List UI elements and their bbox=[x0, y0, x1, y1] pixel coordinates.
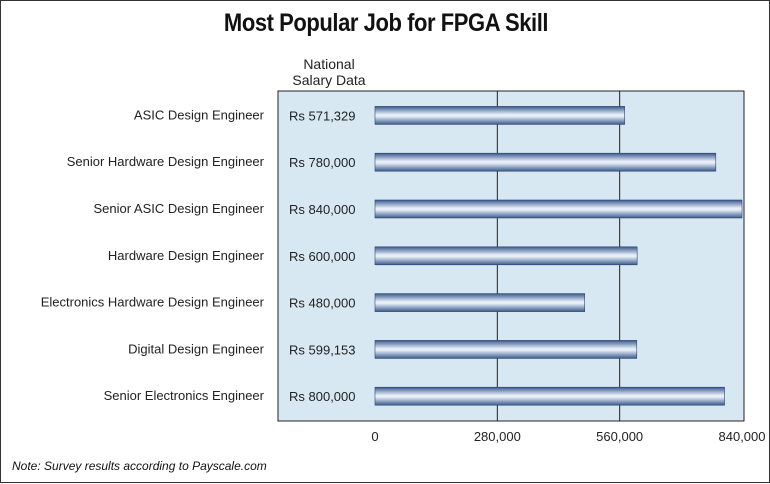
value-label: Rs 780,000 bbox=[289, 155, 356, 170]
bar bbox=[374, 152, 717, 172]
value-label: Rs 599,153 bbox=[289, 342, 356, 357]
value-label: Rs 480,000 bbox=[289, 296, 356, 311]
footnote: Note: Survey results according to Paysca… bbox=[12, 459, 267, 473]
category-label: Electronics Hardware Design Engineer bbox=[41, 295, 265, 310]
salary-header-line2: Salary Data bbox=[292, 72, 366, 88]
bar bbox=[374, 340, 638, 359]
chart-title: Most Popular Job for FPGA Skill bbox=[223, 9, 549, 37]
salary-column-header: National Salary Data bbox=[279, 56, 379, 88]
bar bbox=[374, 246, 638, 266]
bar bbox=[374, 106, 625, 125]
category-label: Senior Hardware Design Engineer bbox=[67, 154, 265, 169]
category-label: Senior ASIC Design Engineer bbox=[93, 201, 264, 216]
x-tick-label: 560,000 bbox=[596, 429, 643, 444]
bar bbox=[374, 293, 586, 312]
salary-header-line1: National bbox=[303, 56, 355, 72]
x-tick-label: 280,000 bbox=[474, 429, 521, 444]
category-label: Hardware Design Engineer bbox=[108, 248, 265, 263]
value-label: Rs 571,329 bbox=[289, 108, 356, 123]
category-label: Senior Electronics Engineer bbox=[104, 388, 265, 403]
x-tick-label: 0 bbox=[371, 429, 378, 444]
value-label: Rs 840,000 bbox=[289, 202, 356, 217]
value-label: Rs 600,000 bbox=[289, 249, 356, 264]
category-label: Digital Design Engineer bbox=[128, 341, 265, 356]
bar bbox=[374, 199, 743, 219]
x-tick-label: 840,000 bbox=[719, 429, 766, 444]
value-label: Rs 800,000 bbox=[289, 389, 356, 404]
bar bbox=[374, 386, 725, 406]
category-label: ASIC Design Engineer bbox=[134, 107, 265, 122]
